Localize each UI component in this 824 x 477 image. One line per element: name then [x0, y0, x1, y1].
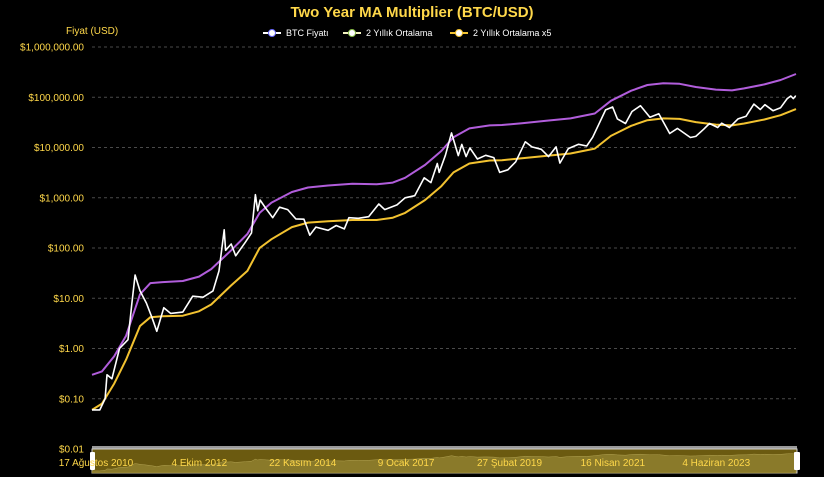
plot-lines: [91, 73, 797, 411]
y-tick-label: $10,000.00: [34, 143, 84, 154]
legend-marker-btc: [268, 29, 276, 37]
legend-item-btc[interactable]: BTC Fiyatı: [263, 28, 329, 38]
y-tick-label: $100.00: [48, 244, 85, 255]
y-axis-label: Fiyat (USD): [66, 26, 118, 37]
x-tick-label: 4 Ekim 2012: [172, 458, 228, 469]
chart-title: Two Year MA Multiplier (BTC/USD): [290, 4, 533, 21]
legend-marker-2y-ma-x5: [455, 29, 463, 37]
legend-item-2y-ma-x5[interactable]: 2 Yıllık Ortalama x5: [450, 28, 551, 38]
series-line-2y-ma: [91, 108, 797, 411]
y-tick-label: $10.00: [53, 294, 84, 305]
y-tick-label: $0.10: [59, 394, 84, 405]
x-tick-label: 9 Ocak 2017: [378, 458, 435, 469]
legend[interactable]: BTC Fiyatı 2 Yıllık Ortalama 2 Yıllık Or…: [263, 28, 551, 38]
x-tick-label: 16 Nisan 2021: [581, 458, 646, 469]
y-tick-label: $1.00: [59, 344, 84, 355]
x-axis-ticks: 17 Ağustos 2010 4 Ekim 2012 22 Kasım 2014 9…: [59, 458, 751, 469]
x-tick-label: 22 Kasım 2014: [269, 458, 337, 469]
legend-label-btc: BTC Fiyatı: [286, 28, 329, 38]
range-navigator[interactable]: [90, 446, 800, 474]
x-tick-label: 27 Şubat 2019: [477, 458, 542, 469]
x-tick-label: 17 Ağustos 2010: [59, 458, 134, 469]
series-line-btc-price: [92, 95, 797, 411]
legend-marker-2y-ma: [348, 29, 356, 37]
navigator-track: [92, 446, 797, 449]
y-tick-label: $1,000.00: [40, 193, 85, 204]
navigator-handle-left[interactable]: [90, 452, 95, 470]
y-tick-label: $0.01: [59, 445, 84, 456]
y-axis-ticks: $0.01 $0.10 $1.00 $10.00 $100.00 $1,000.00 $10…: [20, 43, 84, 456]
navigator-price-area: [91, 453, 797, 474]
legend-item-2y-ma[interactable]: 2 Yıllık Ortalama: [343, 28, 432, 38]
series-line-2y-ma-x5: [91, 73, 797, 376]
y-tick-label: $100,000.00: [28, 93, 84, 104]
y-tick-label: $1,000,000.00: [20, 43, 84, 54]
navigator-handle-right[interactable]: [794, 452, 800, 470]
legend-label-2y-ma: 2 Yıllık Ortalama: [366, 28, 432, 38]
x-tick-label: 4 Haziran 2023: [682, 458, 750, 469]
legend-label-2y-ma-x5: 2 Yıllık Ortalama x5: [473, 28, 551, 38]
